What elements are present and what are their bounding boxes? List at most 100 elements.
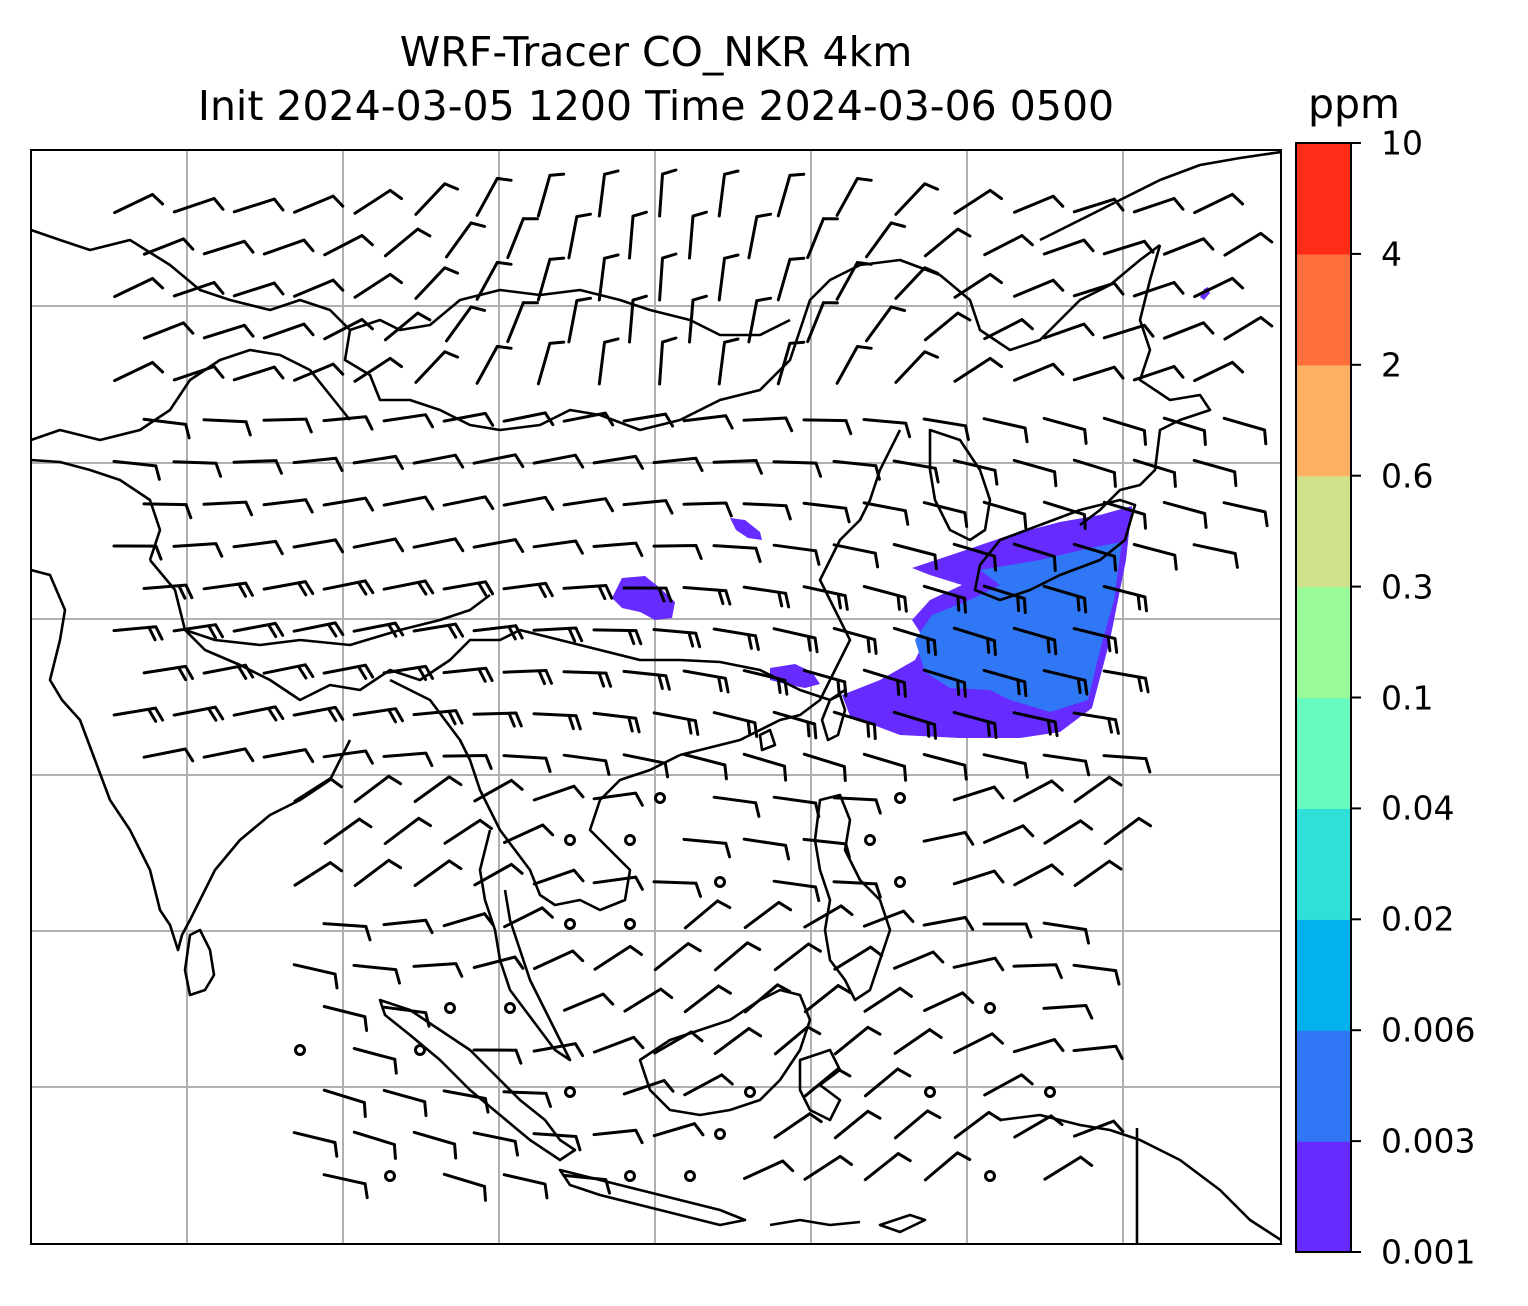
wind-barb — [835, 177, 873, 217]
wind-barb — [1222, 501, 1269, 528]
colorbar-tick-label: 0.02 — [1381, 899, 1455, 939]
wind-barb — [865, 221, 907, 259]
sumatra — [378, 998, 577, 1162]
wind-barb — [1222, 416, 1268, 446]
wind-barb — [412, 962, 464, 978]
wind-barb — [262, 417, 313, 434]
wind-barb — [952, 869, 1005, 886]
colorbar-segment — [1296, 253, 1351, 366]
colorbar-tick-label: 0.3 — [1381, 567, 1434, 607]
wind-barb — [1042, 669, 1089, 696]
wind-barb — [382, 1088, 428, 1118]
wind-barb — [832, 880, 882, 899]
wind-barb — [772, 627, 819, 654]
wind-barb — [475, 260, 513, 301]
wind-barb — [802, 501, 851, 524]
wind-barb — [982, 753, 1029, 779]
colorbar-unit-label: ppm — [1308, 80, 1400, 128]
wind-barb — [202, 663, 255, 680]
wind-barb — [892, 710, 937, 740]
calm-wind-marker — [654, 792, 666, 804]
wind-barb — [597, 337, 620, 386]
calm-wind-marker — [894, 876, 906, 888]
wind-barb — [892, 626, 937, 656]
wind-barb — [802, 668, 848, 698]
wind-barb — [922, 831, 975, 846]
wind-barb — [1102, 416, 1147, 446]
himalaya-border — [149, 559, 846, 702]
wind-barb — [172, 542, 224, 558]
wind-barb — [292, 1131, 339, 1158]
wind-barb — [717, 169, 740, 218]
colorbar-tick-label: 2 — [1381, 345, 1402, 385]
wind-barb — [322, 749, 374, 765]
wind-barb — [922, 584, 967, 614]
wind-barb — [172, 197, 225, 214]
wind-barb — [1132, 197, 1185, 214]
wind-barb — [1042, 322, 1095, 340]
wind-barb — [1072, 281, 1125, 298]
wind-barb — [322, 1005, 369, 1032]
wind-barb — [1042, 753, 1091, 777]
russia-coast — [1079, 244, 1212, 527]
calm-wind-marker — [624, 1170, 636, 1182]
wind-barb — [806, 301, 839, 344]
timor — [878, 1213, 927, 1234]
wind-barb — [414, 182, 460, 216]
wind-barb — [353, 774, 403, 804]
wind-barb — [1193, 360, 1245, 383]
wind-barb — [952, 785, 1005, 802]
korea-japan-ne — [1039, 150, 1281, 242]
wind-barb — [742, 502, 792, 521]
wind-barb — [1102, 500, 1147, 530]
wind-barb — [953, 1032, 1004, 1055]
wind-barb — [293, 777, 343, 803]
wind-barb — [982, 922, 1033, 939]
wind-barb — [1013, 194, 1065, 214]
wind-barb — [506, 217, 539, 260]
wind-barb — [443, 818, 493, 845]
wind-barb — [592, 711, 641, 734]
wind-barb — [1072, 1044, 1124, 1061]
borneo — [638, 988, 812, 1117]
china-west — [31, 458, 162, 561]
wind-barb — [502, 669, 553, 686]
wind-barb — [1162, 500, 1208, 529]
wind-barb — [562, 670, 613, 688]
wind-barb — [562, 497, 614, 513]
wind-barb — [803, 904, 854, 929]
tracer-concentration-plume — [612, 287, 1210, 738]
wind-barb — [922, 916, 975, 931]
mongolia-border — [349, 288, 791, 337]
wind-barb — [1072, 542, 1118, 572]
calm-wind-marker — [1044, 1086, 1056, 1098]
tracer-blob-north — [730, 518, 762, 540]
hainan — [758, 728, 777, 752]
calm-wind-marker — [684, 1170, 696, 1182]
colorbar — [1295, 142, 1361, 1253]
wind-barb — [232, 197, 285, 214]
wind-barb — [652, 456, 704, 473]
wind-barb — [802, 752, 847, 782]
wind-barb — [532, 453, 585, 469]
calm-wind-marker — [564, 834, 576, 846]
wind-barb — [597, 253, 620, 302]
wind-barb — [1013, 863, 1064, 887]
wind-barb — [352, 1047, 398, 1075]
wind-barb — [322, 663, 375, 680]
wind-barb — [953, 272, 1003, 299]
wind-barb — [835, 261, 873, 301]
wind-barb — [592, 454, 644, 470]
india-coast — [31, 568, 352, 952]
wind-barb — [1223, 315, 1274, 341]
wind-barb — [982, 584, 1027, 614]
wind-barb — [1072, 197, 1125, 214]
tracer-level-0003 — [915, 542, 1122, 712]
wind-barb — [862, 501, 910, 526]
wind-barb — [982, 668, 1028, 698]
calm-wind-marker — [414, 1044, 426, 1056]
wind-barb — [1012, 626, 1058, 656]
wind-barb — [414, 350, 460, 384]
wind-barb — [982, 500, 1028, 530]
wind-barb — [592, 541, 644, 558]
